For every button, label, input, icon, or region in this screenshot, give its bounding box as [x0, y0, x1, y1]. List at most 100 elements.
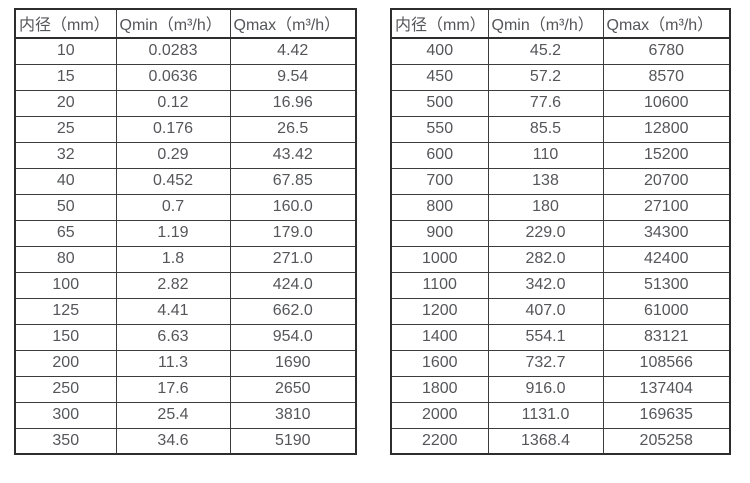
table-cell: 26.5 [229, 115, 357, 143]
table-cell: 42400 [602, 245, 731, 273]
table-cell: 450 [390, 63, 489, 91]
table-cell: 61000 [602, 297, 731, 325]
table-cell: 65 [14, 219, 117, 247]
table-row: 10 0.0283 4.42 [14, 37, 357, 65]
table-cell: 110 [487, 141, 604, 169]
column-header: Qmin（m³/h） [115, 8, 231, 39]
table-row: 700 138 20700 [390, 167, 731, 195]
table-cell: 954.0 [229, 323, 357, 351]
table-cell: 700 [390, 167, 489, 195]
table-cell: 2000 [390, 401, 489, 429]
table-cell: 0.176 [115, 115, 231, 143]
table-cell: 138 [487, 167, 604, 195]
table-cell: 0.12 [115, 89, 231, 117]
table-cell: 10 [14, 37, 117, 65]
column-header: 内径（mm） [14, 8, 117, 39]
table-cell: 200 [14, 349, 117, 377]
table-cell: 1131.0 [487, 401, 604, 429]
table-cell: 300 [14, 401, 117, 429]
table-row: 50 0.7 160.0 [14, 193, 357, 221]
table-row: 1000 282.0 42400 [390, 245, 731, 273]
table-cell: 9.54 [229, 63, 357, 91]
table-cell: 4.41 [115, 297, 231, 325]
table-cell: 8570 [602, 63, 731, 91]
table-cell: 15200 [602, 141, 731, 169]
table-row: 350 34.6 5190 [14, 427, 357, 455]
table-cell: 1.8 [115, 245, 231, 273]
table-cell: 0.7 [115, 193, 231, 221]
table-cell: 407.0 [487, 297, 604, 325]
table-cell: 1800 [390, 375, 489, 403]
table-cell: 150 [14, 323, 117, 351]
table-cell: 550 [390, 115, 489, 143]
table-row: 100 2.82 424.0 [14, 271, 357, 299]
table-cell: 1200 [390, 297, 489, 325]
table-cell: 600 [390, 141, 489, 169]
table-cell: 0.0636 [115, 63, 231, 91]
table-cell: 10600 [602, 89, 731, 117]
table-cell: 342.0 [487, 271, 604, 299]
flow-rate-table-large-diameters: 内径（mm） Qmin（m³/h） Qmax（m³/h） 400 45.2 6780 450… [390, 8, 731, 455]
table-row: 1200 407.0 61000 [390, 297, 731, 325]
table-row: 65 1.19 179.0 [14, 219, 357, 247]
table-row: 450 57.2 8570 [390, 63, 731, 91]
table-cell: 916.0 [487, 375, 604, 403]
table-cell: 229.0 [487, 219, 604, 247]
table-cell: 205258 [602, 427, 731, 455]
table-cell: 554.1 [487, 323, 604, 351]
table-cell: 25 [14, 115, 117, 143]
table-row: 600 110 15200 [390, 141, 731, 169]
table-cell: 67.85 [229, 167, 357, 195]
table-row: 1100 342.0 51300 [390, 271, 731, 299]
table-cell: 271.0 [229, 245, 357, 273]
table-cell: 900 [390, 219, 489, 247]
table-row: 32 0.29 43.42 [14, 141, 357, 169]
table-cell: 160.0 [229, 193, 357, 221]
table-cell: 0.452 [115, 167, 231, 195]
table-row: 1400 554.1 83121 [390, 323, 731, 351]
table-cell: 0.29 [115, 141, 231, 169]
table-cell: 400 [390, 37, 489, 65]
table-row: 1800 916.0 137404 [390, 375, 731, 403]
column-header: 内径（mm） [390, 8, 489, 39]
table-cell: 32 [14, 141, 117, 169]
table-cell: 20700 [602, 167, 731, 195]
table-cell: 125 [14, 297, 117, 325]
table-cell: 137404 [602, 375, 731, 403]
table-cell: 2200 [390, 427, 489, 455]
table-cell: 34.6 [115, 427, 231, 455]
table-cell: 282.0 [487, 245, 604, 273]
table-cell: 6780 [602, 37, 731, 65]
table-cell: 20 [14, 89, 117, 117]
table-cell: 34300 [602, 219, 731, 247]
table-cell: 1368.4 [487, 427, 604, 455]
table-cell: 6.63 [115, 323, 231, 351]
table-cell: 83121 [602, 323, 731, 351]
table-cell: 40 [14, 167, 117, 195]
table-cell: 662.0 [229, 297, 357, 325]
table-cell: 57.2 [487, 63, 604, 91]
table-row: 800 180 27100 [390, 193, 731, 221]
table-cell: 50 [14, 193, 117, 221]
table-cell: 250 [14, 375, 117, 403]
column-header: Qmax（m³/h） [229, 8, 357, 39]
table-cell: 1400 [390, 323, 489, 351]
table-row: 80 1.8 271.0 [14, 245, 357, 273]
table-cell: 100 [14, 271, 117, 299]
header-row: 内径（mm） Qmin（m³/h） Qmax（m³/h） [390, 8, 731, 39]
table-cell: 500 [390, 89, 489, 117]
table-cell: 27100 [602, 193, 731, 221]
table-cell: 0.0283 [115, 37, 231, 65]
table-cell: 16.96 [229, 89, 357, 117]
table-row: 25 0.176 26.5 [14, 115, 357, 143]
table-cell: 17.6 [115, 375, 231, 403]
table-cell: 25.4 [115, 401, 231, 429]
table-cell: 77.6 [487, 89, 604, 117]
table-row: 900 229.0 34300 [390, 219, 731, 247]
table-row: 125 4.41 662.0 [14, 297, 357, 325]
table-cell: 169635 [602, 401, 731, 429]
table-row: 2000 1131.0 169635 [390, 401, 731, 429]
table-row: 2200 1368.4 205258 [390, 427, 731, 455]
table-cell: 1000 [390, 245, 489, 273]
